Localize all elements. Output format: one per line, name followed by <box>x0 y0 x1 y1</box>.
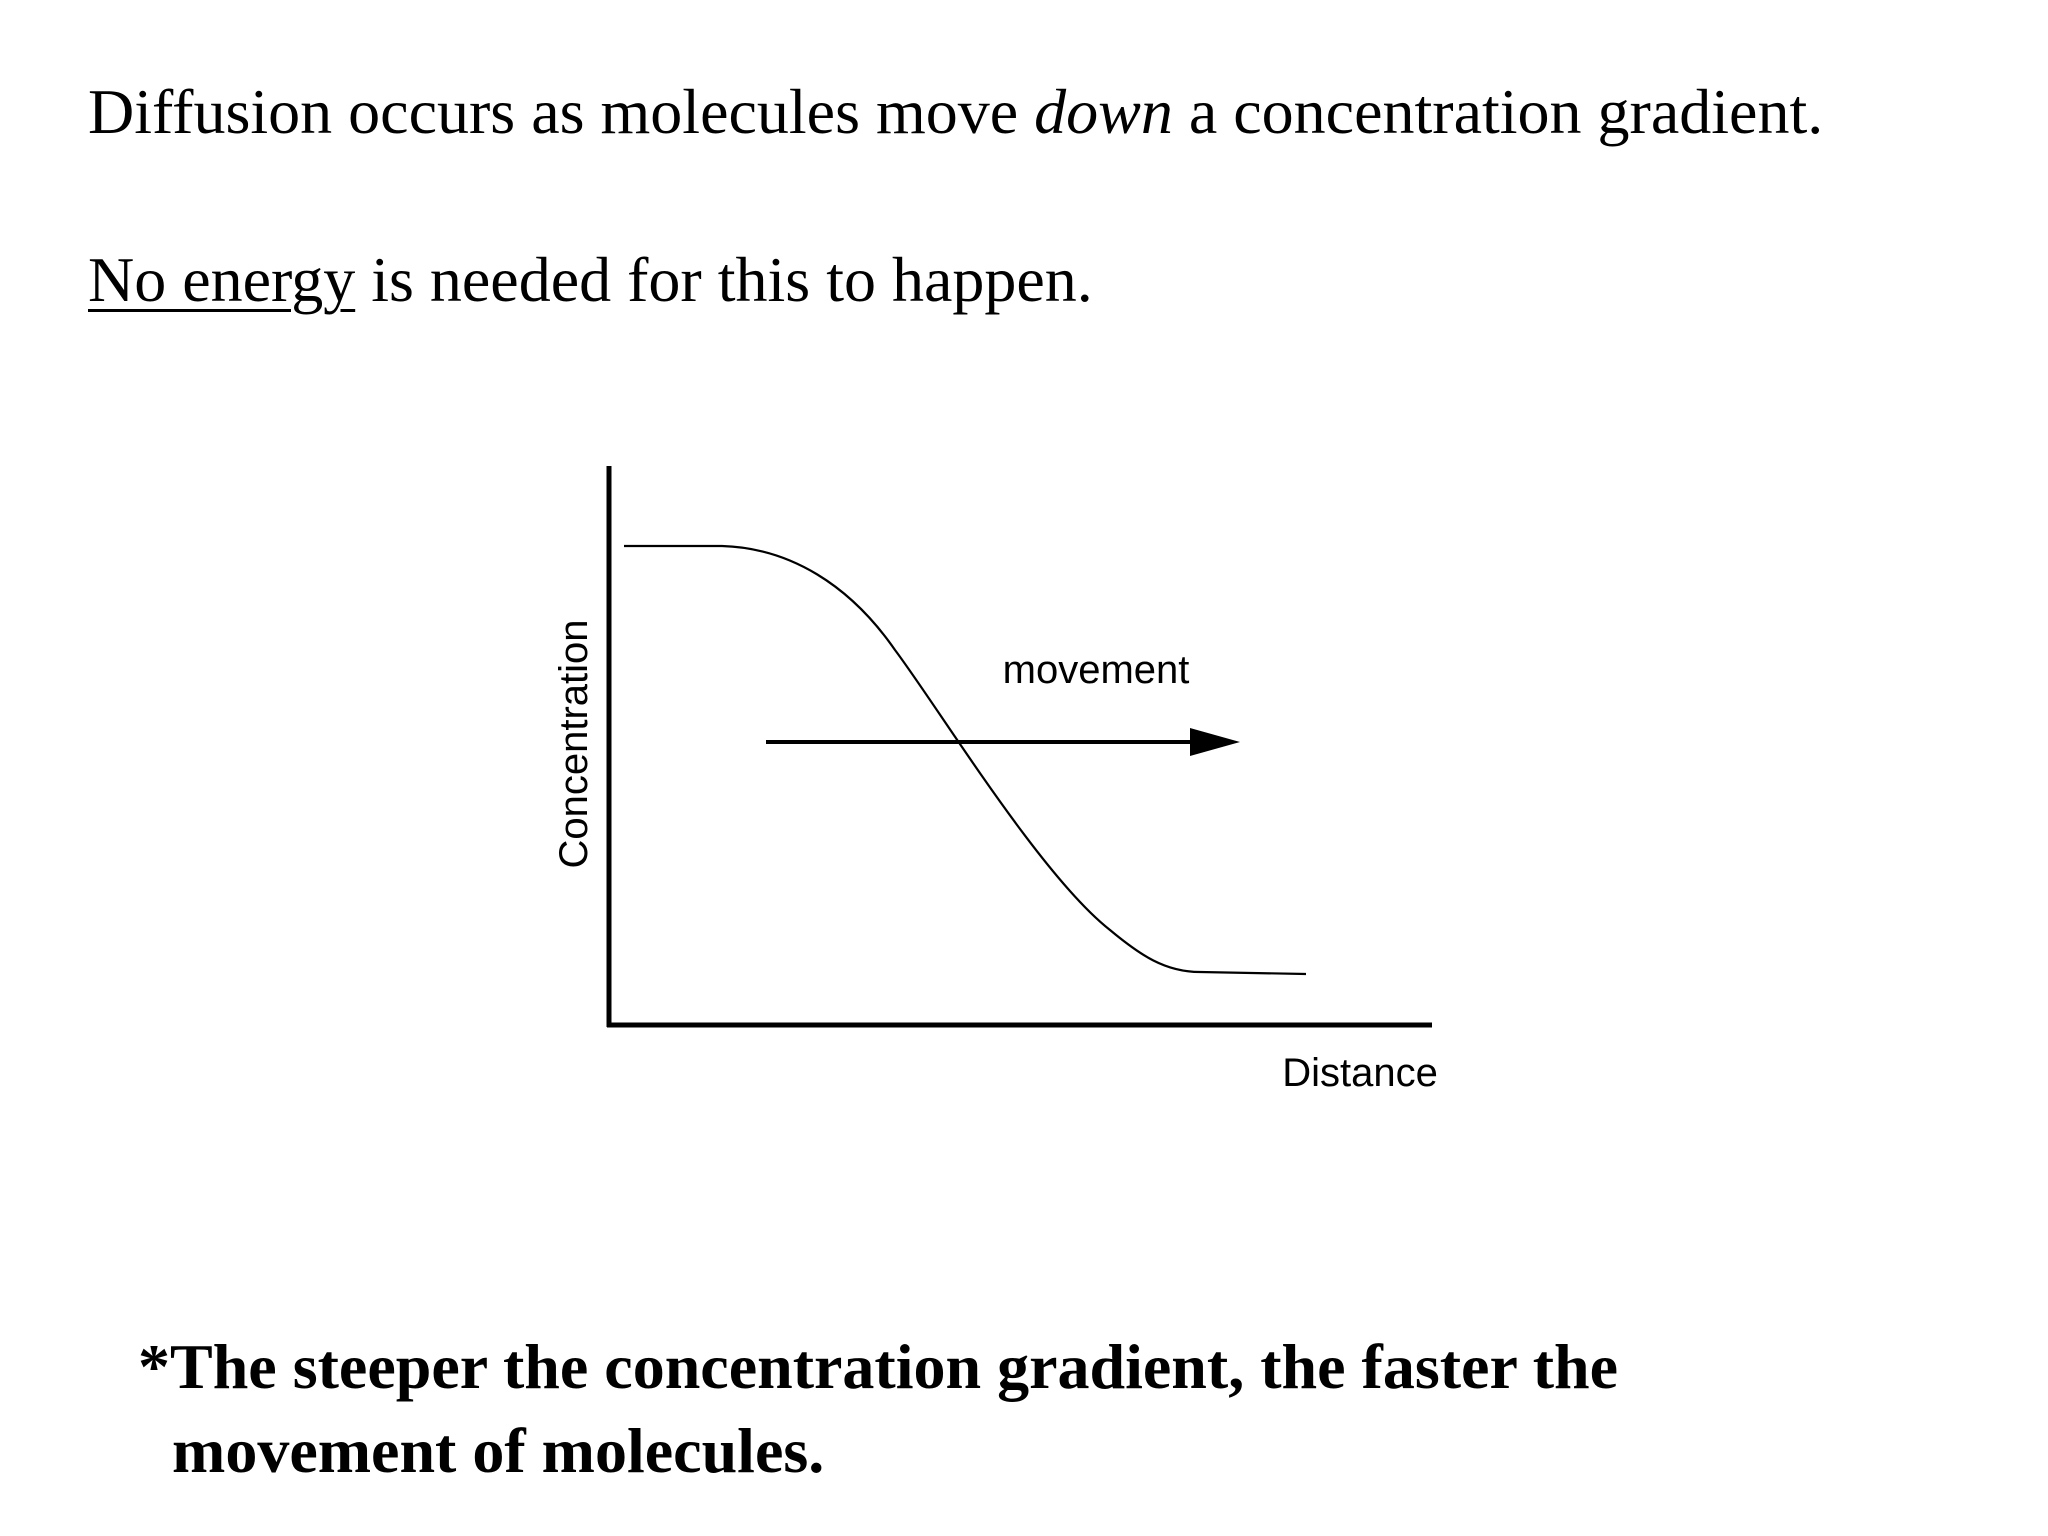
footnote-line-2: movement of molecules. <box>172 1415 825 1486</box>
concentration-curve <box>624 544 1307 976</box>
movement-label: movement <box>1003 648 1190 692</box>
underlined-no-energy: No energy <box>88 244 356 315</box>
x-axis-label: Distance <box>1282 1051 1438 1095</box>
emphasis-down: down <box>1034 76 1173 147</box>
footnote-steeper-gradient: *The steeper the concentration gradient,… <box>138 1325 1938 1493</box>
statement-energy: No energy is needed for this to happen. <box>88 248 1093 312</box>
footnote-line-1: *The steeper the concentration gradient,… <box>138 1331 1618 1402</box>
statement-diffusion-start: Diffusion occurs as molecules move <box>88 76 1035 147</box>
statement-energy-rest: is needed for this to happen. <box>355 244 1093 315</box>
statement-diffusion: Diffusion occurs as molecules move down … <box>88 80 1823 144</box>
y-axis-label: Concentration <box>552 619 596 868</box>
statement-diffusion-end: a concentration gradient. <box>1172 76 1824 147</box>
movement-arrowhead <box>1190 728 1240 756</box>
